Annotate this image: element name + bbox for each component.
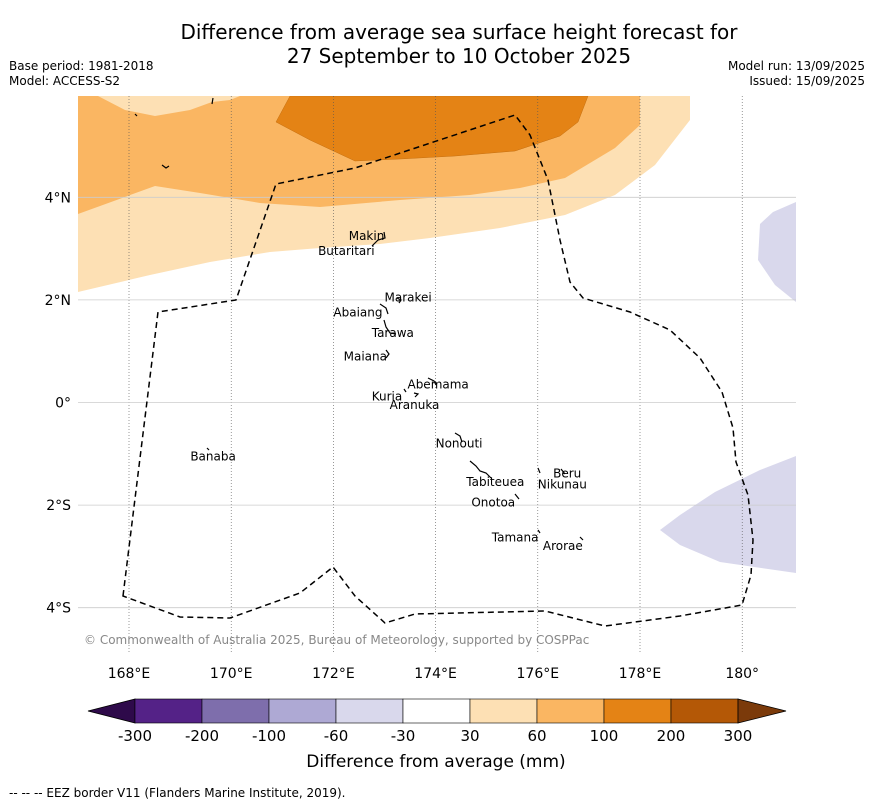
- islands: [134, 97, 584, 541]
- anomaly-band-neg30-neg60-south: [660, 456, 796, 573]
- island-label-aranuka: Aranuka: [390, 398, 440, 412]
- colorbar-tick-label: -60: [324, 727, 349, 745]
- model-name: Model: ACCESS-S2: [9, 74, 121, 88]
- longitude-tick-label: 172°E: [312, 666, 355, 682]
- colorbar-band: [402, 698, 471, 724]
- island-label-tabiteuea: Tabiteuea: [465, 475, 524, 489]
- island-nonouti: [454, 432, 463, 443]
- colorbar-tick-label: 100: [590, 727, 619, 745]
- colorbar-tick-label: 200: [657, 727, 686, 745]
- island-north-2: [161, 164, 170, 169]
- model-run: Model run: 13/09/2025: [727, 59, 865, 73]
- island-label-arorae: Arorae: [543, 539, 583, 553]
- island-tamana: [537, 529, 541, 534]
- anomaly-band-30-60-top-left: [98, 96, 240, 116]
- eez-border: [122, 114, 754, 627]
- metadata-left: Base period: 1981-2018 Model: ACCESS-S2: [9, 59, 154, 89]
- colorbar-tick-label: -100: [252, 727, 286, 745]
- island-beru: [537, 467, 541, 474]
- colorbar-extend-min: [87, 698, 136, 724]
- colorbar-tick-label: 30: [460, 727, 479, 745]
- island-label-beru: Beru: [553, 466, 581, 480]
- colorbar-band: [134, 698, 203, 724]
- island-banaba: [206, 447, 210, 451]
- island-onotoa: [514, 493, 520, 500]
- copyright-notice: © Commonwealth of Australia 2025, Bureau…: [84, 633, 589, 647]
- longitude-tick-label: 168°E: [108, 666, 151, 682]
- colorbar-extend-max: [737, 698, 787, 724]
- island-label-tamana: Tamana: [491, 530, 539, 544]
- map-title: Difference from average sea surface heig…: [0, 20, 873, 68]
- island-butaritari: [371, 231, 386, 247]
- island-maiana: [385, 349, 390, 359]
- colorbar-tick-label: 60: [527, 727, 546, 745]
- colorbar-band: [268, 698, 337, 724]
- island-label-abemama: Abemama: [407, 378, 468, 392]
- colorbar-band: [335, 698, 404, 724]
- longitude-tick-label: 180°: [725, 666, 759, 682]
- longitude-tick-label: 174°E: [414, 666, 457, 682]
- island-kuria: [403, 388, 407, 393]
- graticule: [78, 96, 796, 653]
- colorbar-tick-label: 300: [724, 727, 753, 745]
- island-tabiteuea: [469, 460, 492, 479]
- latitude-tick-label: 0°: [55, 396, 71, 412]
- colorbar-band: [603, 698, 672, 724]
- latitude-tick-label: 4°N: [45, 190, 71, 206]
- island-north-1: [134, 113, 138, 117]
- colorbar: -300 -200 -100 -60 -30 30 60 100 200 300: [87, 698, 787, 745]
- island-label-makin: Makin: [349, 229, 385, 243]
- title-line-2: 27 September to 10 October 2025: [286, 44, 632, 68]
- island-north-3: [211, 97, 214, 105]
- eez-footnote: -- -- -- EEZ border V11 (Flanders Marine…: [9, 786, 346, 800]
- base-period: Base period: 1981-2018: [9, 59, 154, 73]
- latitude-tick-label: 2°N: [45, 293, 71, 309]
- longitude-tick-labels: 168°E 170°E 172°E 174°E 176°E 178°E 180°: [108, 666, 759, 682]
- island-arorae: [579, 536, 584, 541]
- latitude-tick-labels: 4°N 2°N 0° 2°S 4°S: [45, 190, 72, 616]
- longitude-tick-label: 178°E: [619, 666, 662, 682]
- island-label-kuria: Kuria: [372, 389, 403, 403]
- island-label-nikunau: Nikunau: [538, 478, 587, 492]
- sea-surface-height-anomaly-field: [78, 96, 796, 573]
- colorbar-title: Difference from average (mm): [306, 752, 565, 772]
- island-aranuka: [413, 392, 420, 398]
- colorbar-tick-label: -300: [118, 727, 152, 745]
- colorbar-band: [536, 698, 605, 724]
- island-label-tarawa: Tarawa: [371, 326, 414, 340]
- colorbar-band: [670, 698, 739, 724]
- island-nikunau: [560, 468, 566, 475]
- title-line-1: Difference from average sea surface heig…: [180, 20, 738, 44]
- island-label-maiana: Maiana: [344, 349, 387, 363]
- island-label-nonouti: Nonouti: [436, 437, 483, 451]
- anomaly-band-100-200: [275, 96, 589, 162]
- island-label-marakei: Marakei: [385, 290, 432, 304]
- metadata-right: Model run: 13/09/2025 Issued: 15/09/2025: [728, 59, 865, 89]
- latitude-tick-label: 4°S: [46, 601, 71, 617]
- island-marakei: [396, 297, 402, 304]
- colorbar-band: [469, 698, 538, 724]
- longitude-tick-label: 170°E: [210, 666, 253, 682]
- longitude-tick-label: 176°E: [517, 666, 560, 682]
- latitude-tick-label: 2°S: [46, 498, 71, 514]
- island-abaiang: [379, 303, 389, 315]
- colorbar-tick-label: -200: [185, 727, 219, 745]
- island-label-butaritari: Butaritari: [318, 244, 375, 258]
- colorbar-band: [201, 698, 270, 724]
- island-abemama: [427, 377, 437, 386]
- colorbar-tick-label: -30: [391, 727, 416, 745]
- island-label-onotoa: Onotoa: [471, 496, 515, 510]
- issued-date: Issued: 15/09/2025: [749, 74, 865, 88]
- island-label-abaiang: Abaiang: [333, 306, 382, 320]
- island-tarawa: [383, 319, 397, 335]
- island-label-banaba: Banaba: [190, 449, 236, 463]
- anomaly-band-neg30-neg60-north: [758, 202, 796, 302]
